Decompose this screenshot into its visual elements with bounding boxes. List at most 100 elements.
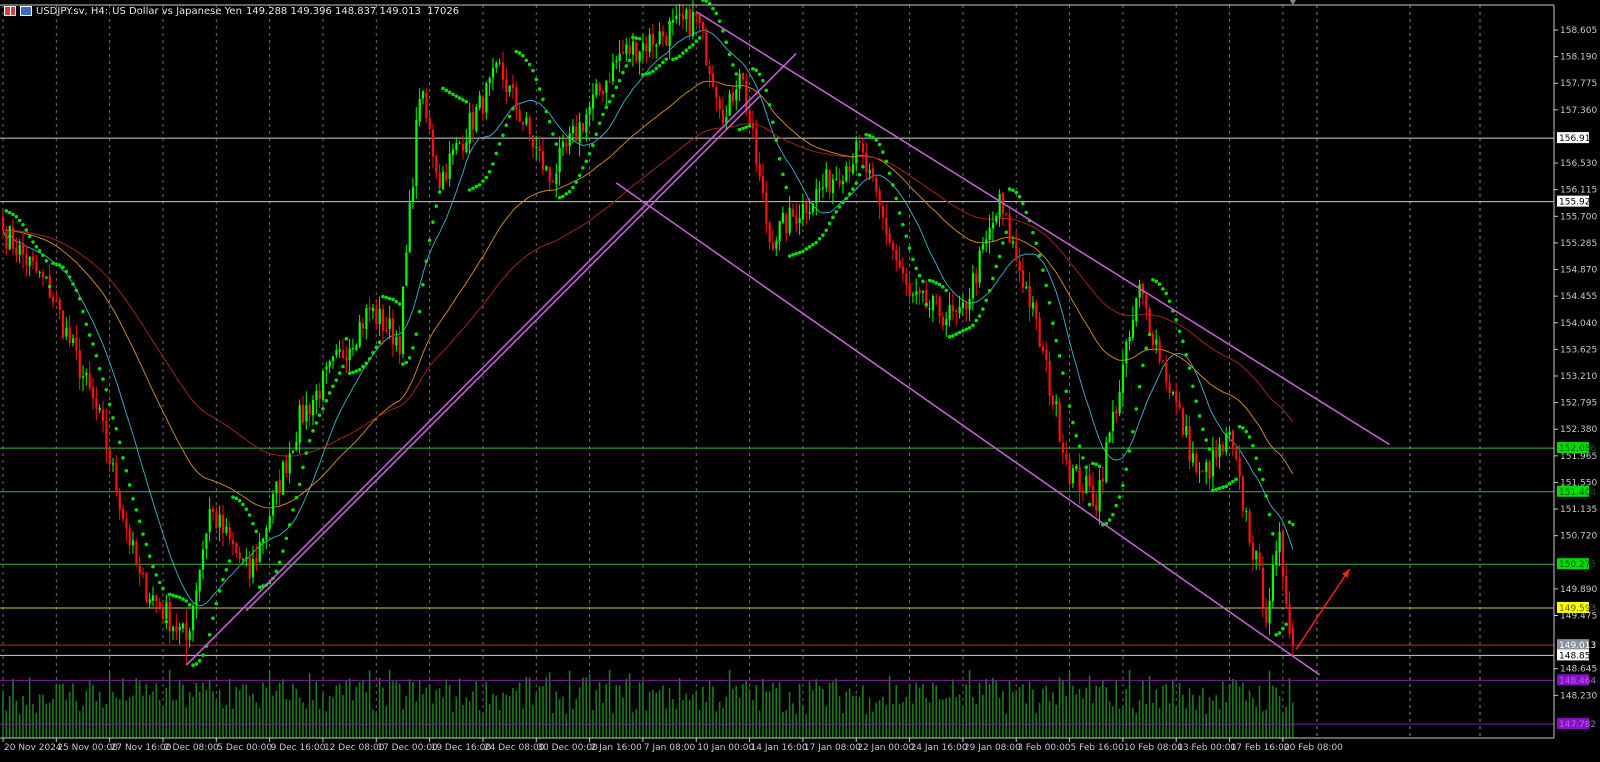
sar-dot [207,632,212,637]
sar-dot [504,123,509,128]
candle-body [1128,337,1131,342]
sar-dot [251,521,255,526]
sar-dot [507,114,512,119]
price-level-label: 150.275 [1559,560,1596,570]
candle [408,189,411,253]
sar-dot [44,259,49,263]
price-level-badge [1557,718,1589,730]
sar-dot [91,342,95,346]
price-level-badge [1557,485,1589,497]
sar-dot [967,325,972,330]
candle-body [675,15,678,20]
price-level-badge [1557,601,1589,613]
candle [415,107,418,199]
candle-body [765,192,768,224]
candle-body [771,242,775,250]
sar-dot [854,181,859,186]
candle-body [225,526,228,533]
candle [1045,341,1048,373]
candle-body [155,595,158,602]
candle [1275,540,1278,576]
candle [185,609,188,666]
sar-dot [21,222,25,227]
sar-dot [1287,520,1292,525]
candle [1155,329,1158,354]
candle [1271,554,1275,609]
candle-body [361,323,365,329]
candle [881,202,885,231]
price-tick-label: 155.285 [1560,239,1597,249]
candle [671,8,675,36]
sar-dot [484,175,489,180]
candle [918,286,921,305]
chart-type-icon[interactable] [20,6,32,16]
candle-body [738,73,741,89]
candle-body [215,511,218,529]
sar-dot [607,99,612,104]
price-tick-label: 150.720 [1560,532,1597,542]
sar-dot [1177,329,1182,334]
candle-body [191,605,195,631]
candle-body [368,307,371,311]
candle-body [391,318,395,345]
candle [225,518,228,536]
one-click-trading-icon[interactable] [4,6,16,16]
candle-body [1045,349,1048,360]
sar-dot [1004,230,1009,235]
candle [845,161,848,183]
time-tick-label: 17 Dec 00:00 [377,743,438,753]
time-tick-label: 24 Jan 16:00 [911,743,968,753]
candle-body [761,176,765,194]
sar-dot [821,233,825,238]
candle-body [815,189,818,204]
candle-body [1035,302,1038,319]
trendline [185,52,797,666]
sar-dot [511,106,515,111]
candle-body [1211,450,1215,477]
candle-body [171,626,175,631]
candle [261,537,265,555]
sar-dot [501,133,505,138]
candle [171,625,175,640]
candle [181,622,185,633]
sar-dot [1127,449,1132,453]
candle-body [1235,447,1238,460]
candle-body [648,34,651,53]
sar-dot [414,332,419,337]
sar-dot [744,125,749,129]
candle-body [1245,511,1248,513]
candle-body [635,42,638,61]
candle-body [258,541,261,563]
candle-body [281,462,285,495]
candle-body [201,549,205,570]
sar-dot [597,121,602,125]
candle-body [1291,627,1295,646]
candle [598,82,601,96]
candle [1281,528,1285,591]
sar-dot [134,508,139,512]
candle [51,292,55,308]
candle-body [691,12,695,37]
candle-body [5,230,8,249]
candle-body [985,239,988,244]
candle [981,236,985,254]
candle [915,278,918,305]
sar-dot [927,278,932,283]
candle [818,180,821,201]
candle [285,454,288,478]
time-tick-label: 10 Feb 08:00 [1124,743,1183,753]
candle [481,94,485,122]
candle [1128,330,1131,351]
candle [105,408,108,463]
price-level-label: 155.929 [1559,198,1596,208]
candle [908,274,911,305]
candle [1165,355,1168,390]
candle [1231,429,1235,456]
candle-body [548,167,551,182]
candle [568,126,571,155]
candle-body [805,202,808,213]
sar-dot [1237,424,1242,429]
sar-dot [984,298,989,303]
sar-dot [544,109,549,114]
